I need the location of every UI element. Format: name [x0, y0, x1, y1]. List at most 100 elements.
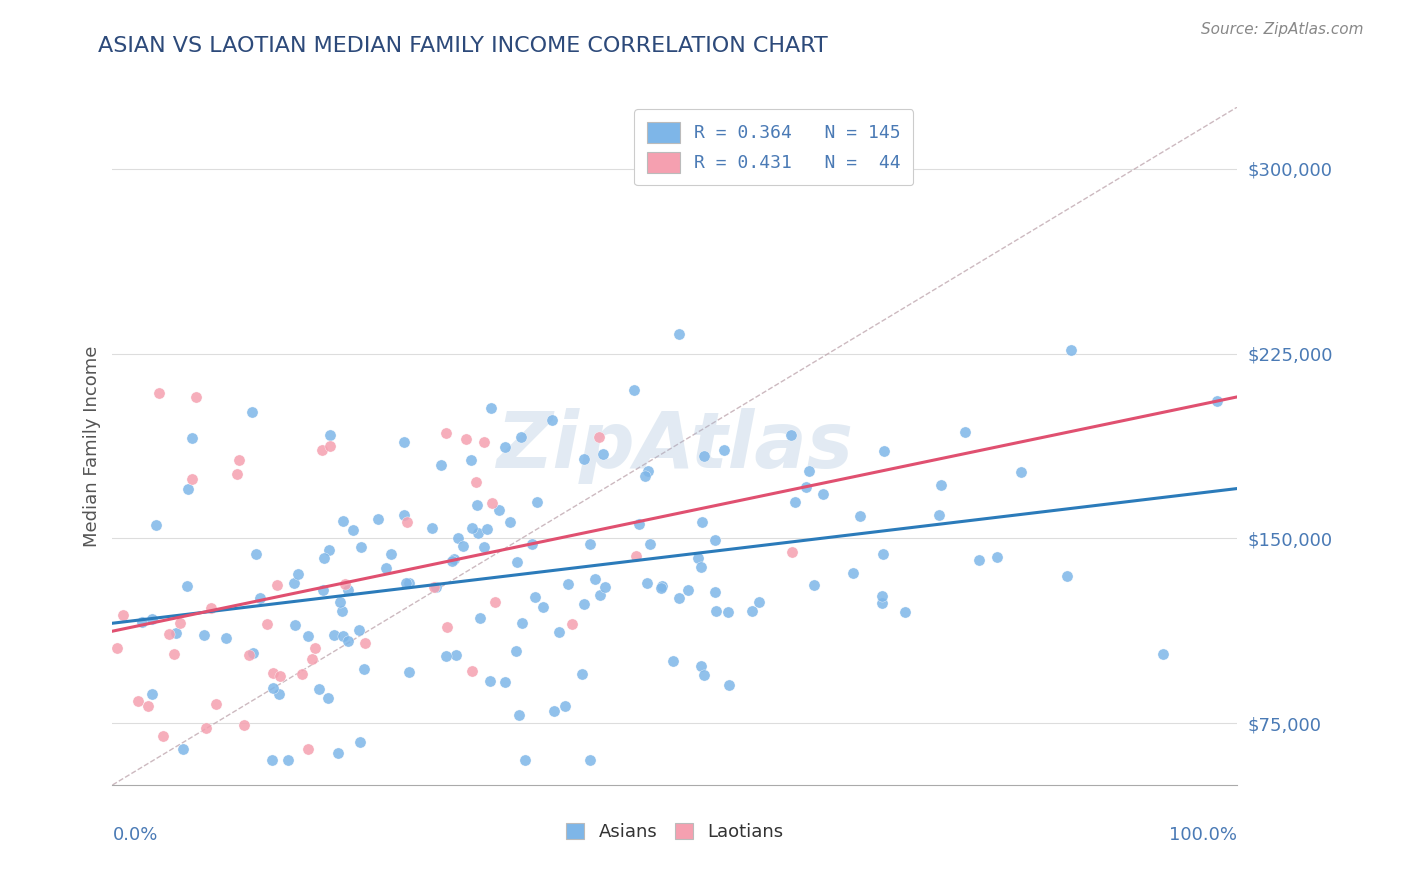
Point: [277, 753, 299, 767]
Point: [308, 681, 330, 696]
Point: [571, 667, 593, 681]
Point: [367, 512, 389, 526]
Point: [283, 576, 305, 591]
Point: [593, 581, 616, 595]
Point: [510, 430, 533, 444]
Text: 0.0%: 0.0%: [112, 826, 157, 844]
Point: [484, 595, 506, 609]
Point: [245, 548, 267, 562]
Point: [475, 522, 498, 536]
Y-axis label: Median Family Income: Median Family Income: [83, 345, 101, 547]
Point: [316, 690, 339, 705]
Point: [481, 496, 503, 510]
Point: [152, 729, 174, 743]
Point: [311, 443, 333, 458]
Point: [572, 452, 595, 467]
Point: [628, 516, 651, 531]
Point: [434, 649, 457, 664]
Point: [141, 687, 163, 701]
Point: [748, 595, 770, 609]
Point: [661, 654, 683, 668]
Point: [686, 551, 709, 566]
Point: [394, 508, 416, 523]
Point: [842, 566, 865, 581]
Point: [176, 578, 198, 592]
Point: [704, 585, 727, 599]
Point: [849, 509, 872, 524]
Point: [690, 515, 713, 529]
Point: [928, 508, 950, 522]
Point: [447, 531, 470, 545]
Point: [468, 611, 491, 625]
Point: [262, 681, 284, 695]
Point: [398, 576, 420, 591]
Point: [780, 544, 803, 558]
Point: [136, 699, 159, 714]
Point: [692, 449, 714, 463]
Point: [332, 514, 354, 528]
Point: [323, 628, 346, 642]
Point: [176, 483, 198, 497]
Point: [478, 673, 501, 688]
Point: [319, 440, 342, 454]
Point: [337, 582, 360, 597]
Point: [297, 742, 319, 756]
Point: [636, 575, 658, 590]
Point: [799, 464, 821, 478]
Point: [342, 523, 364, 537]
Point: [718, 678, 741, 692]
Point: [141, 612, 163, 626]
Point: [193, 628, 215, 642]
Point: [430, 458, 453, 472]
Point: [623, 383, 645, 397]
Point: [986, 550, 1008, 565]
Point: [256, 617, 278, 632]
Point: [579, 537, 602, 551]
Point: [328, 746, 350, 760]
Point: [499, 515, 522, 529]
Point: [312, 550, 335, 565]
Point: [953, 425, 976, 439]
Point: [446, 648, 468, 663]
Point: [165, 625, 187, 640]
Point: [713, 442, 735, 457]
Point: [583, 572, 606, 586]
Point: [624, 549, 647, 563]
Point: [461, 521, 484, 535]
Point: [572, 597, 595, 611]
Point: [436, 620, 458, 634]
Point: [780, 428, 803, 442]
Point: [215, 631, 238, 645]
Point: [704, 604, 727, 618]
Point: [650, 581, 672, 595]
Point: [169, 616, 191, 631]
Text: Source: ZipAtlas.com: Source: ZipAtlas.com: [1201, 22, 1364, 37]
Point: [543, 704, 565, 718]
Point: [329, 595, 352, 609]
Point: [668, 326, 690, 341]
Point: [967, 553, 990, 567]
Point: [870, 596, 893, 610]
Point: [238, 648, 260, 663]
Point: [240, 405, 263, 419]
Point: [349, 735, 371, 749]
Point: [479, 401, 502, 416]
Point: [312, 583, 335, 598]
Point: [180, 431, 202, 445]
Point: [676, 583, 699, 598]
Point: [291, 667, 314, 681]
Point: [872, 547, 894, 561]
Point: [1010, 466, 1032, 480]
Point: [226, 467, 249, 481]
Point: [434, 425, 457, 440]
Point: [319, 428, 342, 442]
Point: [651, 579, 673, 593]
Point: [894, 605, 917, 619]
Point: [440, 554, 463, 568]
Point: [353, 636, 375, 650]
Point: [262, 666, 284, 681]
Point: [297, 628, 319, 642]
Point: [200, 600, 222, 615]
Point: [242, 646, 264, 660]
Point: [228, 453, 250, 467]
